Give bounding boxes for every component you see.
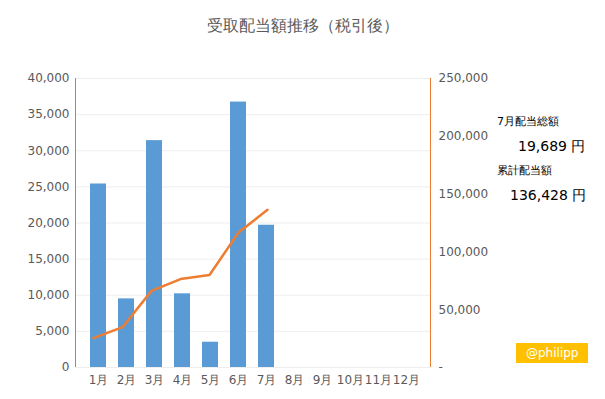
svg-text:200,000: 200,000 xyxy=(439,129,489,143)
svg-text:10,000: 10,000 xyxy=(28,288,70,302)
html-text:受取配当額推移（税引後）: 受取配当額推移（税引後） xyxy=(206,16,399,35)
svg-text:150,000: 150,000 xyxy=(439,187,489,201)
svg-text:35,000: 35,000 xyxy=(28,107,70,121)
svg-text:3月: 3月 xyxy=(145,373,165,387)
svg-text:15,000: 15,000 xyxy=(28,252,70,266)
svg-text:5,000: 5,000 xyxy=(35,324,69,338)
svg-text:40,000: 40,000 xyxy=(28,71,70,85)
svg-text:12月: 12月 xyxy=(393,373,420,387)
html-text:@philipp: @philipp xyxy=(526,346,579,360)
svg-text:0: 0 xyxy=(62,360,70,374)
svg-text:11月: 11月 xyxy=(365,373,392,387)
html-text:136,428 円: 136,428 円 xyxy=(510,187,587,203)
svg-text:100,000: 100,000 xyxy=(439,245,489,259)
svg-text:-: - xyxy=(439,360,443,374)
svg-text:9月: 9月 xyxy=(313,373,333,387)
svg-text:20,000: 20,000 xyxy=(28,216,70,230)
html-text:累計配当額: 累計配当額 xyxy=(497,164,552,177)
svg-text:30,000: 30,000 xyxy=(28,144,70,158)
svg-text:7月: 7月 xyxy=(257,373,277,387)
html-text:19,689 円: 19,689 円 xyxy=(518,138,586,154)
svg-text:5月: 5月 xyxy=(201,373,221,387)
html-text:7月配当総額: 7月配当総額 xyxy=(497,115,559,128)
svg-text:250,000: 250,000 xyxy=(439,71,489,85)
svg-text:8月: 8月 xyxy=(285,373,305,387)
svg-text:50,000: 50,000 xyxy=(439,303,481,317)
svg-text:25,000: 25,000 xyxy=(28,180,70,194)
svg-text:2月: 2月 xyxy=(117,373,137,387)
svg-text:6月: 6月 xyxy=(229,373,249,387)
svg-text:4月: 4月 xyxy=(173,373,193,387)
svg-text:10月: 10月 xyxy=(337,373,364,387)
svg-text:1月: 1月 xyxy=(89,373,109,387)
